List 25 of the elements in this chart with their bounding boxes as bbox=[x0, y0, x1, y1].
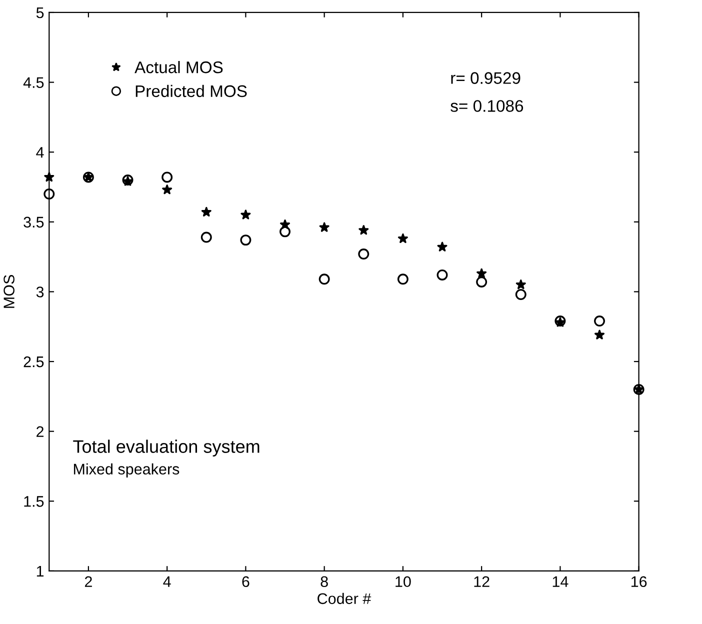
x-tick-label: 4 bbox=[163, 576, 171, 587]
y-tick-label: 3 bbox=[36, 286, 44, 298]
y-tick-label: 4 bbox=[36, 147, 44, 158]
x-tick-label: 10 bbox=[396, 576, 411, 588]
x-tick-label: 2 bbox=[84, 576, 92, 587]
annotation: r= 0.9529 bbox=[451, 72, 520, 84]
legend-label: Actual MOS bbox=[134, 60, 223, 74]
x-tick-label: 16 bbox=[631, 576, 647, 588]
x-tick-label: 14 bbox=[552, 576, 568, 587]
x-tick-label: 6 bbox=[242, 576, 250, 588]
y-tick-label: 5 bbox=[36, 8, 44, 18]
annotation: Total evaluation system bbox=[73, 440, 260, 457]
y-tick-label: 1 bbox=[36, 566, 44, 576]
y-tick-label: 4.5 bbox=[23, 77, 44, 88]
x-tick-label: 8 bbox=[320, 576, 328, 588]
annotation: s= 0.1086 bbox=[450, 100, 524, 112]
legend-label: Predicted MOS bbox=[136, 84, 247, 98]
annotation: Mixed speakers bbox=[74, 463, 180, 478]
y-tick-label: 2 bbox=[36, 426, 44, 437]
x-axis-title: Coder # bbox=[318, 592, 372, 604]
y-axis-title: MOS bbox=[4, 275, 14, 308]
y-tick-label: 1.5 bbox=[24, 496, 44, 507]
x-tick-label: 12 bbox=[474, 576, 490, 587]
y-tick-label: 3.5 bbox=[24, 216, 44, 228]
y-tick-label: 2.5 bbox=[24, 356, 44, 368]
